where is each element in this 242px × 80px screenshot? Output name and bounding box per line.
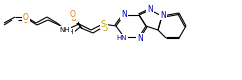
Text: S: S [100, 20, 106, 28]
Text: HN: HN [117, 34, 127, 40]
Text: N: N [147, 4, 153, 14]
Text: S: S [102, 24, 107, 32]
Text: NH: NH [64, 29, 74, 35]
Text: O: O [23, 12, 29, 22]
Text: N: N [137, 34, 143, 42]
Text: NH: NH [60, 27, 70, 33]
Text: O: O [23, 16, 29, 24]
Text: N: N [121, 10, 127, 19]
Text: N: N [160, 10, 166, 20]
Text: O: O [70, 10, 76, 18]
Text: O: O [71, 14, 77, 22]
